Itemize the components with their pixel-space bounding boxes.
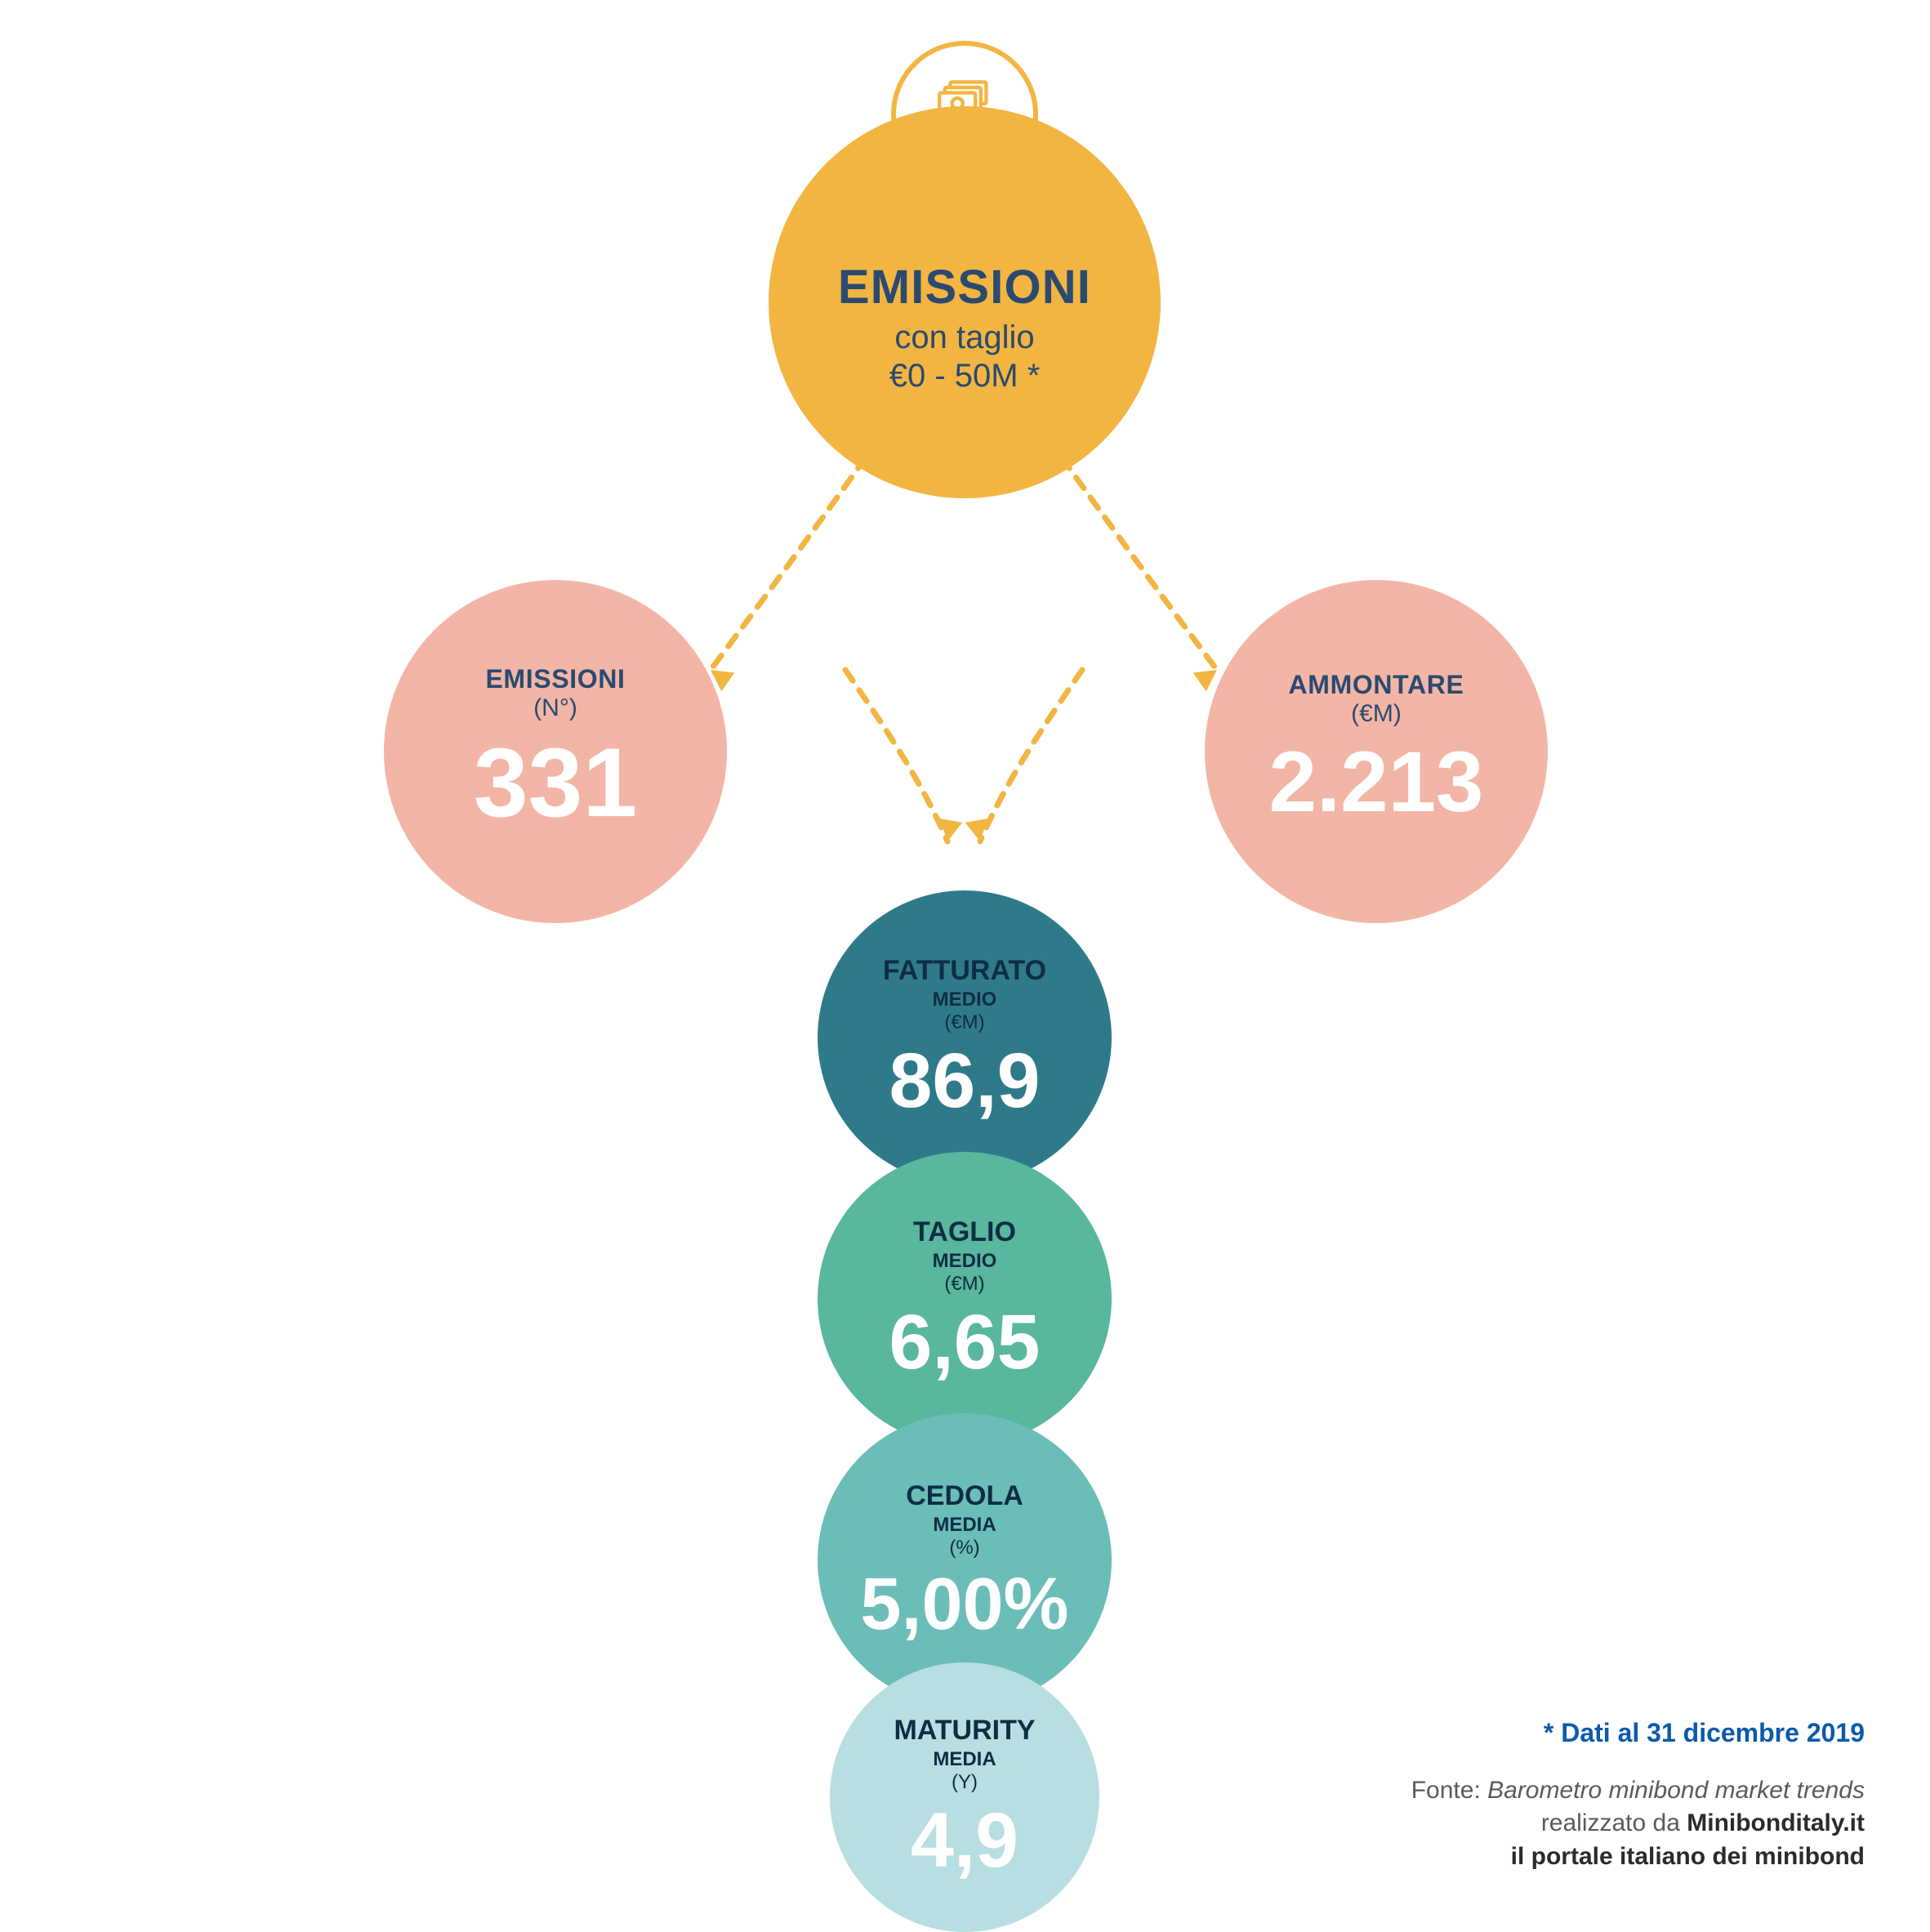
taglio-unit: (€M) — [944, 1273, 984, 1296]
cedola-unit: (%) — [949, 1537, 979, 1559]
emissioni-count-label: EMISSIONI — [485, 664, 625, 694]
maturity-sub: MEDIA — [933, 1748, 996, 1771]
cedola-sub: MEDIA — [933, 1514, 996, 1537]
footer: * Dati al 31 dicembre 2019 Fonte: Barome… — [1411, 1716, 1865, 1873]
source-by: realizzato da — [1541, 1809, 1687, 1836]
source-site: Minibonditaly.it — [1687, 1809, 1865, 1836]
fatturato-label: FATTURATO — [883, 955, 1046, 987]
taglio-circle: TAGLIOMEDIO(€M) 6,65 — [818, 1152, 1112, 1446]
fatturato-circle: FATTURATOMEDIO(€M) 86,9 — [818, 890, 1112, 1185]
taglio-value: 6,65 — [889, 1304, 1041, 1381]
footnote-date: * Dati al 31 dicembre 2019 — [1411, 1716, 1865, 1751]
fatturato-sub: MEDIO — [933, 988, 997, 1011]
cedola-value: 5,00% — [860, 1568, 1068, 1641]
ammontare-circle: AMMONTARE (€M) 2.213 — [1205, 580, 1548, 923]
emissioni-title: EMISSIONI — [838, 260, 1091, 315]
fatturato-unit: (€M) — [944, 1011, 984, 1034]
emissioni-subtitle-2: €0 - 50M * — [889, 358, 1041, 395]
ammontare-label: AMMONTARE — [1289, 670, 1464, 700]
source-line-1: Fonte: Barometro minibond market trends — [1411, 1774, 1865, 1808]
emissioni-subtitle-1: con taglio — [894, 319, 1034, 356]
maturity-label: MATURITY — [894, 1715, 1035, 1747]
cedola-label: CEDOLA — [906, 1480, 1023, 1512]
emissioni-count-circle: EMISSIONI (N°) 331 — [384, 580, 727, 923]
emissioni-count-value: 331 — [474, 734, 637, 832]
maturity-circle: MATURITYMEDIA(Y) 4,9 — [830, 1662, 1099, 1932]
source-line-3: il portale italiano dei minibond — [1411, 1841, 1865, 1874]
source-prefix: Fonte: — [1411, 1777, 1487, 1804]
source-line-2: realizzato da Minibonditaly.it — [1411, 1807, 1865, 1841]
ammontare-value: 2.213 — [1269, 739, 1484, 825]
maturity-value: 4,9 — [911, 1802, 1018, 1880]
infographic-canvas: { "type": "infographic", "background_col… — [0, 0, 1930, 1930]
source-title: Barometro minibond market trends — [1487, 1777, 1865, 1804]
taglio-sub: MEDIO — [933, 1250, 997, 1273]
fatturato-value: 86,9 — [889, 1042, 1041, 1120]
emissioni-count-unit: (N°) — [533, 694, 577, 722]
maturity-unit: (Y) — [952, 1771, 978, 1794]
source-tagline: il portale italiano dei minibond — [1511, 1843, 1865, 1870]
taglio-label: TAGLIO — [913, 1216, 1016, 1248]
ammontare-unit: (€M) — [1351, 700, 1402, 728]
emissioni-header-circle: EMISSIONI con taglio €0 - 50M * — [769, 106, 1161, 498]
